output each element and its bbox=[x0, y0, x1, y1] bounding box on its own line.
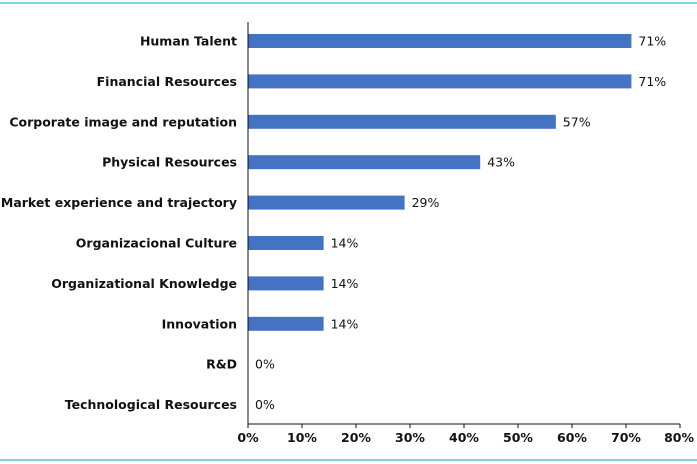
category-labels: Human Talent Financial Resources Corporate… bbox=[1, 34, 237, 413]
x-tick-label-60: 60% bbox=[557, 430, 587, 445]
data-label-human-talent: 71% bbox=[638, 34, 666, 49]
x-axis: 0% 10% 20% 30% 40% 50% 60% 70% 80% bbox=[237, 22, 694, 445]
bottom-frame-line bbox=[0, 459, 697, 461]
data-label-physical-resources: 43% bbox=[487, 155, 515, 170]
bar-organizational-knowledge bbox=[248, 276, 324, 291]
bar-financial-resources bbox=[248, 74, 632, 89]
bar-corporate-image-and-reputation bbox=[248, 114, 556, 129]
data-label-corporate-image-and-reputation: 57% bbox=[563, 114, 591, 129]
x-tick-label-10: 10% bbox=[287, 430, 317, 445]
data-labels: 71% 71% 57% 43% 29% 14% 14% 14% 0% 0% bbox=[255, 34, 666, 413]
x-tick-label-80: 80% bbox=[664, 430, 694, 445]
bar-innovation bbox=[248, 316, 324, 331]
category-label-organizational-knowledge: Organizational Knowledge bbox=[51, 276, 237, 291]
data-label-financial-resources: 71% bbox=[638, 74, 666, 89]
bars-layer bbox=[248, 34, 632, 331]
x-tick-label-70: 70% bbox=[611, 430, 641, 445]
data-label-technological-resources: 0% bbox=[255, 397, 275, 412]
category-label-physical-resources: Physical Resources bbox=[102, 155, 237, 170]
category-label-market-experience-and-trajectory: Market experience and trajectory bbox=[1, 195, 237, 210]
x-tick-label-0: 0% bbox=[237, 430, 259, 445]
category-label-financial-resources: Financial Resources bbox=[97, 74, 237, 89]
bar-human-talent bbox=[248, 34, 632, 48]
bar-market-experience-and-trajectory bbox=[248, 195, 405, 210]
category-label-human-talent: Human Talent bbox=[140, 34, 237, 49]
data-label-r-d: 0% bbox=[255, 357, 275, 372]
category-label-technological-resources: Technological Resources bbox=[65, 397, 237, 412]
x-tick-label-50: 50% bbox=[503, 430, 533, 445]
bar-organizacional-culture bbox=[248, 236, 324, 250]
category-label-corporate-image-and-reputation: Corporate image and reputation bbox=[9, 114, 237, 129]
data-label-market-experience-and-trajectory: 29% bbox=[412, 195, 440, 210]
category-label-innovation: Innovation bbox=[162, 316, 237, 331]
top-frame-line bbox=[0, 2, 697, 4]
x-tick-label-30: 30% bbox=[395, 430, 425, 445]
data-label-organizacional-culture: 14% bbox=[331, 236, 359, 251]
data-label-innovation: 14% bbox=[331, 316, 359, 331]
bar-physical-resources bbox=[248, 155, 481, 170]
x-tick-label-20: 20% bbox=[341, 430, 371, 445]
category-label-r-d: R&D bbox=[206, 357, 237, 372]
category-label-organizacional-culture: Organizacional Culture bbox=[76, 236, 237, 251]
x-tick-label-40: 40% bbox=[449, 430, 479, 445]
data-label-organizational-knowledge: 14% bbox=[331, 276, 359, 291]
